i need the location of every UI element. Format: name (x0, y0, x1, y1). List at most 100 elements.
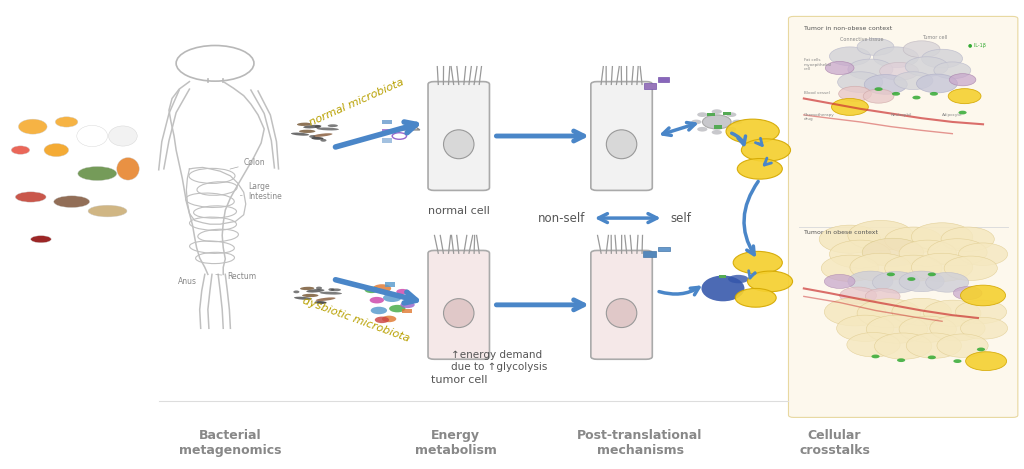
Text: Energy
metabolism: Energy metabolism (415, 429, 497, 457)
Circle shape (726, 119, 779, 144)
Ellipse shape (294, 297, 312, 300)
Text: Tumor in non-obese context: Tumor in non-obese context (804, 26, 892, 31)
Circle shape (928, 239, 987, 266)
Circle shape (905, 57, 948, 76)
Ellipse shape (319, 292, 342, 295)
Circle shape (857, 38, 894, 55)
Circle shape (961, 318, 1008, 339)
Circle shape (839, 86, 871, 101)
Ellipse shape (299, 130, 315, 133)
Circle shape (874, 87, 883, 91)
Ellipse shape (18, 119, 47, 134)
Ellipse shape (54, 196, 90, 208)
Ellipse shape (314, 301, 327, 304)
Text: Fat cells
myoepithelial
cell: Fat cells myoepithelial cell (804, 58, 831, 71)
Ellipse shape (44, 144, 69, 157)
Circle shape (873, 47, 919, 68)
Text: normal cell: normal cell (428, 206, 489, 216)
Circle shape (871, 355, 880, 358)
Text: Large
Intestine: Large Intestine (241, 182, 282, 201)
Ellipse shape (606, 299, 637, 327)
FancyBboxPatch shape (428, 250, 489, 359)
Text: non-self: non-self (539, 212, 586, 225)
Circle shape (864, 75, 907, 94)
Circle shape (930, 316, 985, 341)
Ellipse shape (315, 297, 336, 301)
Ellipse shape (311, 137, 324, 140)
Circle shape (885, 255, 942, 281)
Circle shape (840, 287, 877, 304)
Circle shape (911, 253, 973, 281)
Circle shape (735, 288, 776, 307)
FancyBboxPatch shape (428, 82, 489, 190)
Circle shape (848, 220, 913, 250)
Circle shape (907, 277, 915, 281)
Circle shape (831, 98, 868, 115)
Ellipse shape (291, 133, 309, 136)
Ellipse shape (697, 112, 708, 117)
Circle shape (837, 315, 894, 341)
Circle shape (880, 62, 919, 80)
Circle shape (365, 287, 379, 293)
Circle shape (892, 92, 900, 96)
Text: ● IL-1β: ● IL-1β (968, 43, 985, 48)
Text: self: self (671, 212, 691, 225)
Circle shape (977, 348, 985, 351)
Circle shape (872, 272, 920, 293)
Circle shape (396, 289, 409, 295)
Circle shape (316, 287, 323, 289)
Text: dysbiotic microbiota: dysbiotic microbiota (301, 295, 412, 344)
Ellipse shape (117, 158, 139, 180)
Ellipse shape (88, 205, 127, 217)
Bar (644, 83, 656, 89)
Circle shape (966, 352, 1007, 371)
FancyBboxPatch shape (788, 16, 1018, 417)
Circle shape (370, 297, 384, 303)
Circle shape (924, 300, 981, 326)
Circle shape (958, 111, 967, 114)
Circle shape (934, 62, 971, 79)
Ellipse shape (712, 130, 722, 135)
Ellipse shape (109, 126, 137, 146)
Text: Colon: Colon (230, 158, 265, 169)
Circle shape (373, 284, 391, 293)
Circle shape (874, 333, 932, 359)
Ellipse shape (297, 122, 311, 126)
Text: normal microbiota: normal microbiota (307, 77, 406, 128)
Circle shape (897, 358, 905, 362)
Ellipse shape (443, 299, 474, 327)
Circle shape (847, 333, 900, 357)
Circle shape (825, 61, 854, 75)
Circle shape (293, 290, 299, 293)
Ellipse shape (31, 235, 51, 243)
Bar (382, 138, 392, 143)
FancyBboxPatch shape (591, 250, 652, 359)
Ellipse shape (443, 130, 474, 159)
Bar (382, 129, 392, 134)
Circle shape (866, 315, 928, 343)
Text: Tumor in obese context: Tumor in obese context (804, 230, 878, 235)
Circle shape (819, 225, 881, 253)
Circle shape (926, 272, 969, 292)
Text: Post-translational
mechanisms: Post-translational mechanisms (578, 429, 702, 457)
Circle shape (953, 287, 982, 300)
Circle shape (733, 251, 782, 274)
Circle shape (389, 305, 406, 312)
Circle shape (821, 255, 879, 281)
Circle shape (928, 356, 936, 359)
Circle shape (885, 227, 942, 253)
Circle shape (906, 333, 962, 358)
Circle shape (371, 307, 387, 314)
Bar (658, 77, 669, 82)
Circle shape (903, 41, 940, 58)
Text: Connective tissue: Connective tissue (840, 37, 883, 42)
Circle shape (941, 227, 994, 251)
Bar (723, 112, 731, 115)
Circle shape (829, 240, 891, 268)
Ellipse shape (697, 127, 708, 132)
Circle shape (899, 240, 956, 266)
Circle shape (899, 316, 956, 342)
Circle shape (741, 139, 791, 161)
Bar (643, 251, 656, 257)
Bar (658, 247, 670, 251)
